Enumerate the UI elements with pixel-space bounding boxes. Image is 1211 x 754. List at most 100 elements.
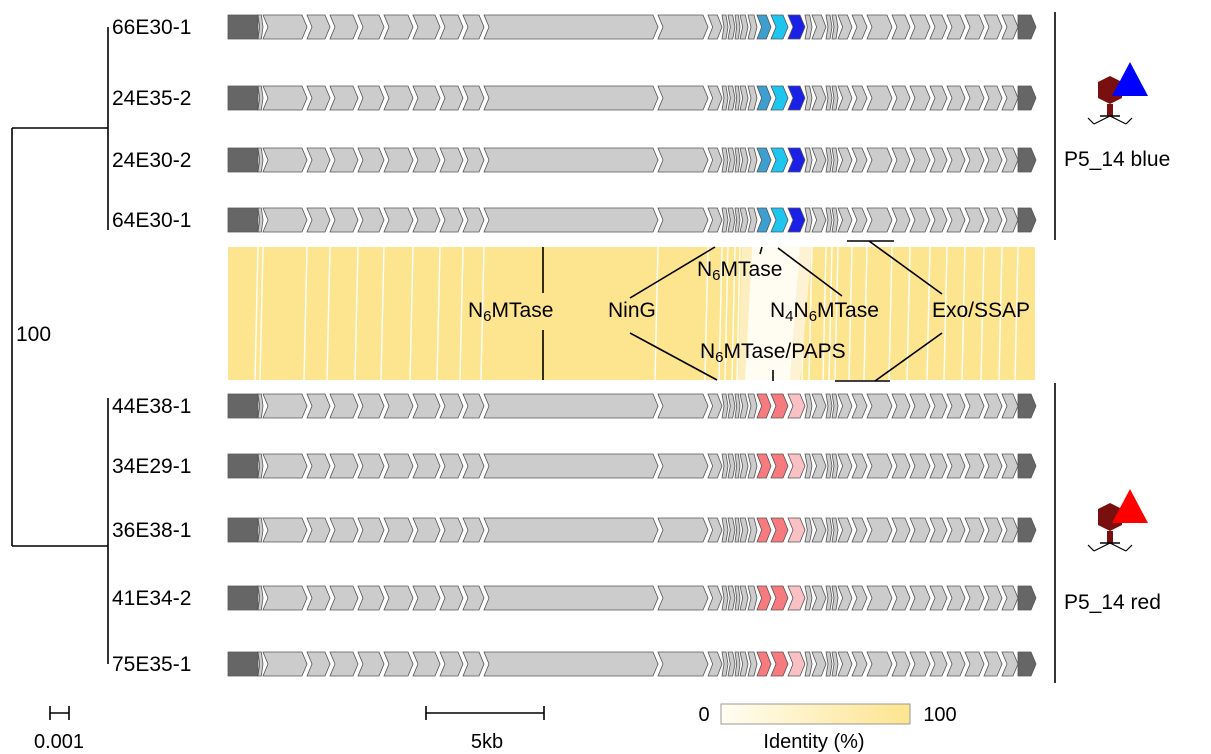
gene-arrow	[257, 85, 264, 111]
gene-arrow	[734, 651, 741, 677]
gene-arrow	[727, 207, 736, 233]
gene-arrow	[909, 207, 931, 233]
identity-band-break	[259, 246, 264, 381]
gene-arrow	[483, 147, 659, 173]
annotation-n6mtase-top: N6MTase	[697, 258, 782, 284]
gene-arrow	[747, 585, 758, 611]
gene-arrow	[439, 393, 464, 419]
gene-arrow	[804, 517, 813, 543]
gene-arrow	[306, 85, 331, 111]
tree-scale-label: 0.001	[34, 731, 84, 753]
gene-arrow	[770, 393, 789, 419]
gene-arrow	[946, 585, 966, 611]
genome-track	[227, 207, 1037, 233]
strain-label: 24E35-2	[112, 87, 191, 110]
gene-arrow	[1001, 85, 1019, 111]
gene-arrow	[657, 651, 709, 677]
identity-band-break	[254, 246, 259, 381]
gene-arrow	[412, 585, 441, 611]
gene-arrow	[946, 14, 966, 40]
gene-arrow	[262, 147, 308, 173]
gene-arrow	[262, 14, 308, 40]
gene-arrow	[734, 585, 741, 611]
gene-arrow	[804, 453, 813, 479]
strain-label: 75E35-1	[112, 653, 191, 676]
gene-arrow	[383, 207, 414, 233]
identity-band-fill	[228, 247, 1035, 380]
identity-color-bar	[720, 703, 911, 725]
gene-arrow	[306, 393, 331, 419]
gene-arrow	[727, 651, 736, 677]
gene-arrow	[909, 85, 931, 111]
gene-arrow	[739, 585, 749, 611]
gene-arrow	[831, 453, 839, 479]
strain-label: 64E30-1	[112, 209, 191, 232]
gene-arrow	[964, 85, 985, 111]
gene-arrow	[257, 393, 264, 419]
gene-arrow	[306, 207, 331, 233]
gene-arrow	[412, 651, 441, 677]
gene-arrow	[756, 85, 772, 111]
gene-arrow	[811, 85, 827, 111]
gene-arrow	[804, 14, 813, 40]
gene-arrow	[983, 14, 1003, 40]
gene-arrow	[747, 651, 758, 677]
gene-arrow	[412, 517, 441, 543]
gene-arrow	[657, 585, 709, 611]
gene-arrow	[357, 453, 385, 479]
gene-arrow	[851, 14, 868, 40]
gene-arrow	[1017, 517, 1037, 543]
gene-arrow	[439, 147, 464, 173]
identity-band-break	[459, 246, 464, 381]
gene-arrow	[721, 14, 729, 40]
gene-arrow	[483, 651, 659, 677]
gene-arrow	[756, 651, 772, 677]
gene-arrow	[1017, 14, 1037, 40]
gene-arrow	[329, 85, 359, 111]
gene-arrow	[257, 453, 264, 479]
gene-arrow	[747, 207, 758, 233]
gene-arrow	[891, 651, 911, 677]
gene-arrow	[329, 651, 359, 677]
gene-arrow	[811, 147, 827, 173]
gene-arrow	[707, 651, 723, 677]
annotation-ning: NinG	[608, 299, 656, 322]
gene-arrow	[837, 147, 853, 173]
gene-arrow	[657, 14, 709, 40]
gene-arrow	[439, 85, 464, 111]
gene-arrow	[909, 147, 931, 173]
gene-arrow	[804, 585, 813, 611]
identity-max-label: 100	[923, 704, 956, 726]
gene-arrow	[483, 393, 659, 419]
identity-band-break	[654, 246, 659, 381]
gene-arrow	[727, 585, 736, 611]
gene-arrow	[787, 585, 806, 611]
gene-arrow	[770, 453, 789, 479]
gene-arrow	[707, 207, 723, 233]
gene-arrow	[747, 517, 758, 543]
gene-arrow	[825, 517, 833, 543]
gene-arrow	[329, 207, 359, 233]
gene-arrow	[811, 651, 827, 677]
identity-band-break	[834, 246, 839, 381]
gene-arrow	[811, 393, 827, 419]
gene-arrow	[804, 393, 813, 419]
identity-band-break	[718, 246, 723, 381]
gene-arrow	[257, 207, 264, 233]
strain-label: 66E30-1	[112, 16, 191, 39]
gene-arrow	[262, 85, 308, 111]
gene-arrow	[357, 85, 385, 111]
gene-arrow	[831, 85, 839, 111]
gene-arrow	[227, 453, 259, 479]
gene-arrow	[909, 393, 931, 419]
gene-arrow	[262, 453, 308, 479]
gene-arrow	[329, 453, 359, 479]
gene-arrow	[727, 393, 736, 419]
genome-tracks	[227, 14, 1037, 677]
gene-arrow	[306, 517, 331, 543]
gene-arrow	[891, 147, 911, 173]
gene-arrow	[1017, 393, 1037, 419]
gene-arrow	[747, 14, 758, 40]
gene-arrow	[329, 147, 359, 173]
gene-arrow	[837, 517, 853, 543]
